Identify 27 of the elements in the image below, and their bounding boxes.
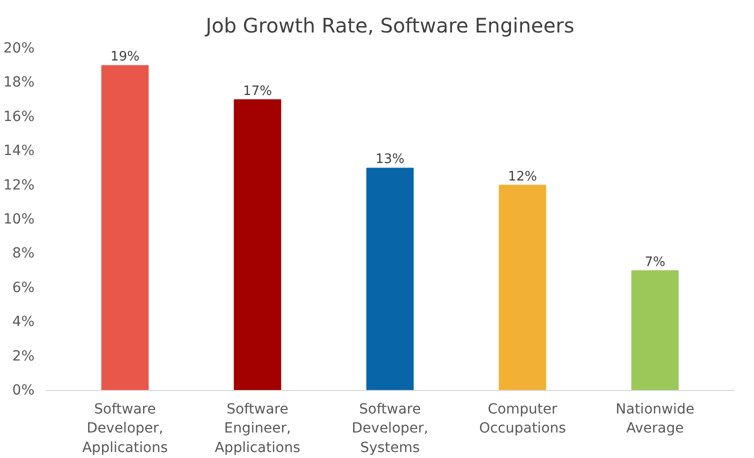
y-tick-label: 12%: [3, 177, 35, 194]
data-label: 12%: [508, 169, 537, 184]
y-tick-label: 16%: [3, 108, 35, 125]
data-label: 7%: [644, 254, 666, 270]
bar: [101, 65, 149, 390]
bar: [234, 99, 282, 390]
chart-title: Job Growth Rate, Software Engineers: [204, 14, 574, 38]
x-tick-label: Computer Occupations: [479, 402, 566, 437]
data-label: 17%: [243, 84, 272, 99]
bar: [498, 184, 546, 390]
y-tick-label: 10%: [3, 212, 35, 228]
x-tick-label: Software Developer, Applications: [82, 402, 168, 456]
x-tick-label: Software Engineer, Applications: [214, 402, 300, 456]
y-tick-label: 20%: [3, 40, 35, 56]
x-tick-label: Software Developer, Systems: [352, 402, 428, 456]
y-tick-label: 14%: [3, 143, 35, 160]
x-tick-label: Nationwide Average: [616, 402, 694, 437]
bar: [366, 168, 414, 390]
y-tick-label: 6%: [12, 280, 35, 296]
y-tick-label: 18%: [3, 74, 35, 91]
y-tick-label: 0%: [12, 382, 35, 398]
data-label: 13%: [376, 152, 404, 168]
data-label: 19%: [110, 50, 140, 65]
y-tick-label: 8%: [12, 246, 35, 262]
bar: [631, 270, 679, 390]
y-tick-label: 4%: [12, 314, 35, 330]
y-tick-label: 2%: [12, 348, 35, 364]
